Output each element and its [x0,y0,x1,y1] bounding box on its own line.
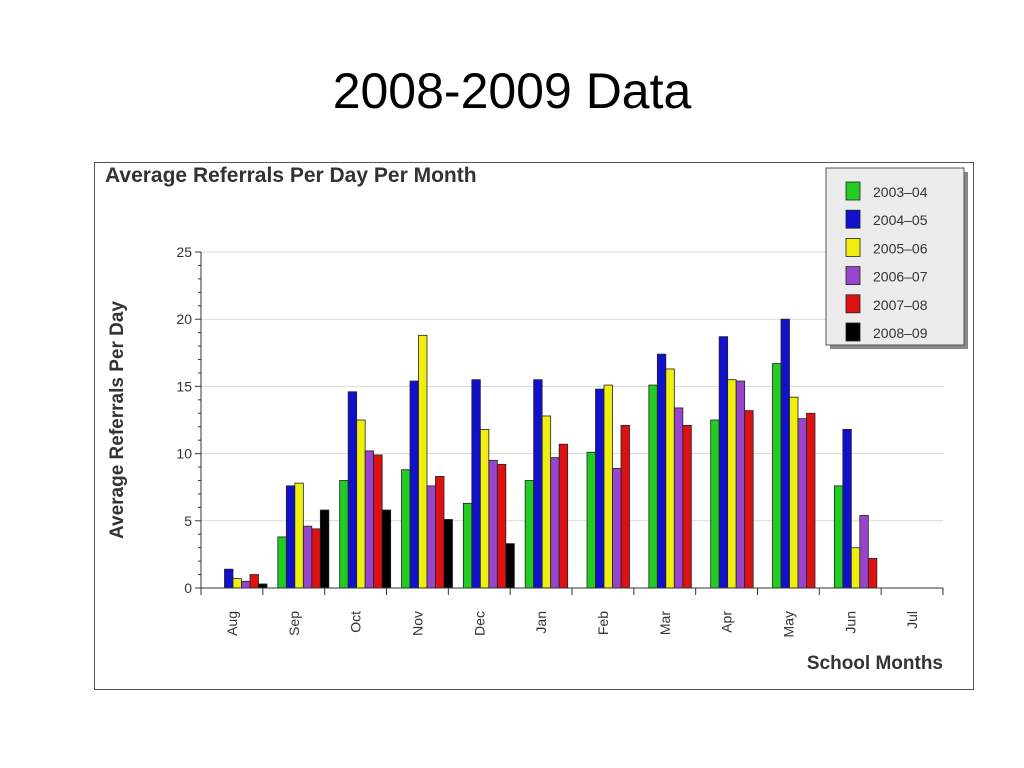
bar [772,363,782,589]
bar [241,580,251,589]
x-tick-label: Apr [719,611,735,633]
bar [524,480,535,589]
bar [409,380,419,589]
bar [319,509,330,589]
bar [744,410,754,589]
legend-swatch [845,322,861,342]
bar [550,457,560,589]
x-tick-label: Mar [657,611,673,635]
legend-label: 2004–05 [873,212,928,228]
bar [471,379,481,589]
y-tick-label: 25 [176,244,192,260]
bar [612,467,622,589]
bar [496,463,507,589]
bar [249,574,259,589]
bar [656,353,667,589]
legend-label: 2006–07 [873,269,928,285]
bar [648,384,658,589]
legend-swatch [845,266,861,285]
bar [586,451,596,589]
x-tick-label: Dec [471,611,487,636]
bar [462,502,473,589]
legend-swatch [845,209,861,229]
bar-chart: Average Referrals Per Day Per Month Aver… [105,164,968,674]
bar [258,583,268,589]
bar [867,558,878,589]
bar [285,485,296,589]
legend-label: 2003–04 [873,184,928,200]
bar [789,396,799,589]
x-tick-label: Sep [286,611,302,636]
slide-title: 2008-2009 Data [332,63,692,119]
x-tick-label: Jul [904,611,920,629]
bar [665,368,675,589]
axes: 0 5 10 15 20 25 Aug Sep Oct Nov Dec Jan Feb Mar Apr May… [176,244,944,637]
bar [727,379,737,589]
legend-label: 2007–08 [873,297,928,313]
bar [735,380,746,589]
bar [673,407,684,589]
bar [603,384,613,589]
bar [302,525,313,589]
bar [294,482,304,589]
bar [797,418,807,589]
bar [833,485,844,589]
bar [541,415,552,589]
x-tick-label: Aug [224,611,240,636]
bar [682,424,692,589]
bar [780,318,790,589]
bar [364,450,375,589]
chart-frame: Average Referrals Per Day Per Month Aver… [94,162,974,690]
bar [850,547,861,589]
bar [232,578,242,589]
bar [224,568,234,589]
x-axis-label: School Months [807,653,943,674]
chart-title: Average Referrals Per Day Per Month [105,164,477,187]
legend-swatch [845,238,861,257]
legend-label: 2008–09 [873,325,928,341]
bar [620,424,630,589]
bar [718,336,729,589]
bar [505,543,515,589]
bar [401,469,411,589]
bar [595,388,605,589]
y-tick-label: 5 [184,513,192,529]
bar [426,485,436,589]
bar [488,459,498,589]
bar [806,412,816,589]
bar [842,429,852,589]
bar [277,536,287,589]
x-tick-label: May [780,611,796,637]
x-tick-label: Oct [348,611,364,633]
legend-label: 2005–06 [873,240,928,256]
x-tick-label: Feb [595,611,611,635]
bar [558,443,569,589]
bar [356,419,366,589]
bar [373,454,383,589]
legend-swatch [845,181,861,201]
legend: 2003–04 2004–05 2005–06 2006–07 2007–08 2008–… [825,167,968,349]
bar [339,480,349,589]
bar [479,429,490,589]
x-tick-label: Jan [533,611,549,634]
y-tick-label: 10 [176,446,192,462]
bar [381,509,392,589]
bar [347,391,358,589]
legend-swatch [845,294,861,314]
bar [859,515,869,589]
x-tick-label: Nov [409,611,425,636]
x-tick-label: Jun [842,611,858,634]
bars [224,318,878,589]
bar [311,528,321,589]
y-axis-label: Average Referrals Per Day [107,301,128,539]
bar [533,379,543,589]
bar [710,419,720,589]
y-tick-label: 20 [176,311,192,327]
bar [435,476,445,589]
gridlines [201,251,943,522]
y-tick-label: 15 [176,378,192,394]
bar [418,334,428,589]
bar [443,519,453,589]
y-tick-label: 0 [184,580,192,596]
